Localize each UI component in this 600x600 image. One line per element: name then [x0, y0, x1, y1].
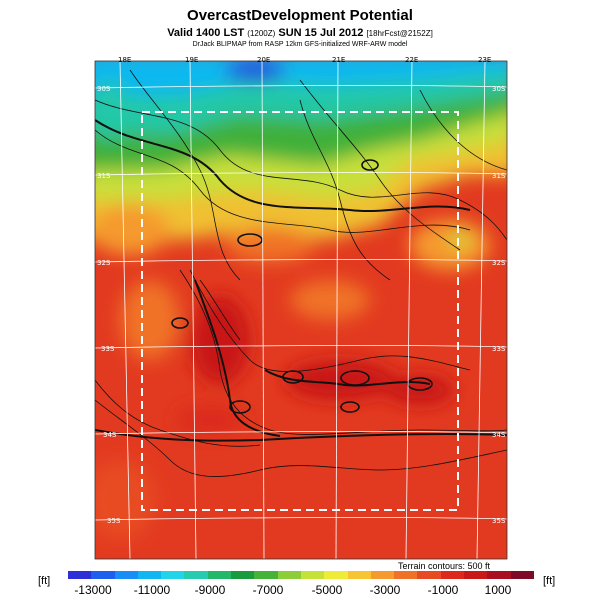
lat-label-right: 33S [492, 345, 506, 353]
lat-label-left: 33S [101, 345, 115, 353]
legend-tick: -9000 [194, 583, 226, 597]
lon-label-top: 23E [478, 56, 491, 64]
forecast-info: [18hrFcst@2152Z] [366, 29, 433, 38]
legend-color-swatch [370, 571, 395, 579]
graticule [95, 61, 507, 559]
legend-color-swatch [510, 571, 534, 579]
color-legend-bar [68, 571, 534, 579]
bold-contours [95, 119, 507, 442]
legend-color-swatch [137, 571, 162, 579]
lon-label-top: 20E [257, 56, 270, 64]
lat-label-right: 35S [492, 517, 506, 525]
lat-label-left: 32S [97, 259, 111, 267]
legend-tick: -3000 [369, 583, 401, 597]
legend-tick: 1000 [484, 583, 512, 597]
legend-color-swatch [68, 571, 92, 579]
model-credit: DrJack BLIPMAP from RASP 12km GFS-initia… [192, 41, 408, 48]
legend-tick: -7000 [252, 583, 284, 597]
lon-label-bottom: 19E [190, 561, 203, 569]
lon-label-top: 18E [118, 56, 131, 64]
lat-label-left: 34S [103, 431, 117, 439]
lon-label-top: 21E [332, 56, 345, 64]
legend-tick: -13000 [74, 583, 112, 597]
legend-color-swatch [231, 571, 255, 579]
legend-color-swatch [440, 571, 465, 579]
lat-label-left: 30S [97, 85, 111, 93]
unit-label-right: [ft] [543, 575, 556, 587]
utc-time: (1200Z) [247, 29, 276, 38]
inner-domain-box [141, 111, 459, 511]
lat-label-right: 31S [492, 172, 506, 180]
lon-label-top: 19E [185, 56, 198, 64]
legend-color-swatch [91, 571, 115, 579]
lon-label-bottom: 21E [332, 561, 345, 569]
legend-tick: -5000 [311, 583, 343, 597]
color-field [95, 61, 507, 559]
terrain-contour-note: Terrain contours: 500 ft [398, 561, 491, 571]
legend-color-swatch [394, 571, 418, 579]
legend-tick: -1000 [427, 583, 459, 597]
chart-title: OvercastDevelopment Potential [187, 7, 413, 24]
map-frame [94, 60, 508, 560]
legend-color-swatch [161, 571, 185, 579]
legend-color-swatch [347, 571, 371, 579]
legend-color-swatch [277, 571, 301, 579]
lon-label-top: 22E [405, 56, 418, 64]
legend-tick: -11000 [133, 583, 171, 597]
valid-date: SUN 15 Jul 2012 [278, 27, 364, 39]
valid-time: Valid 1400 LST [167, 27, 245, 39]
lon-label-bottom: 18E [122, 561, 135, 569]
unit-label-left: [ft] [38, 575, 51, 587]
legend-color-swatch [417, 571, 441, 579]
lat-label-right: 30S [492, 85, 506, 93]
legend-color-swatch [114, 571, 138, 579]
lat-label-right: 34S [492, 431, 506, 439]
legend-color-swatch [300, 571, 325, 579]
legend-color-swatch [487, 571, 511, 579]
legend-color-swatch [184, 571, 208, 579]
legend-color-swatch [464, 571, 488, 579]
lon-label-bottom: 20E [259, 561, 272, 569]
valid-time-line: Valid 1400 LST (1200Z) SUN 15 Jul 2012 [… [0, 27, 600, 39]
legend-color-swatch [254, 571, 278, 579]
legend-color-swatch [324, 571, 348, 579]
lat-label-right: 32S [492, 259, 506, 267]
legend-color-swatch [207, 571, 232, 579]
lat-label-left: 31S [97, 172, 111, 180]
closed-contours [171, 159, 433, 414]
lat-label-left: 35S [107, 517, 121, 525]
